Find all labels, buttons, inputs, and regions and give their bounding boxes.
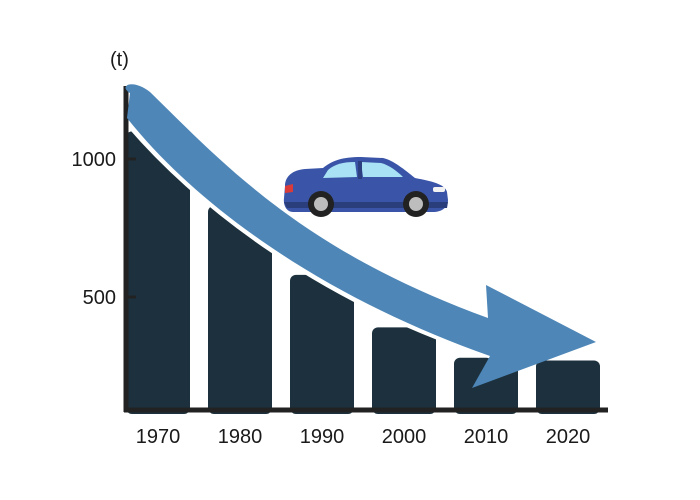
bars-group xyxy=(126,131,600,414)
bar-1990 xyxy=(290,274,354,414)
bar-1980 xyxy=(208,205,272,414)
x-tick-label: 1970 xyxy=(136,426,181,448)
x-tick-label: 2010 xyxy=(464,426,509,448)
x-tick-label: 1980 xyxy=(218,426,263,448)
y-tick-label-1000: 1000 xyxy=(72,149,117,171)
x-tick-labels: 1970 1980 1990 2000 2010 2020 xyxy=(136,426,591,448)
x-tick-label: 2020 xyxy=(546,426,591,448)
bar-2000 xyxy=(372,327,436,414)
x-tick-label: 1990 xyxy=(300,426,345,448)
car-icon xyxy=(283,157,448,217)
y-tick-label-500: 500 xyxy=(83,287,116,309)
x-tick-label: 2000 xyxy=(382,426,427,448)
y-axis-unit-label: (t) xyxy=(110,49,129,71)
bar-2020 xyxy=(536,360,600,414)
trend-arrow xyxy=(125,84,596,388)
bar-1970 xyxy=(126,131,190,414)
